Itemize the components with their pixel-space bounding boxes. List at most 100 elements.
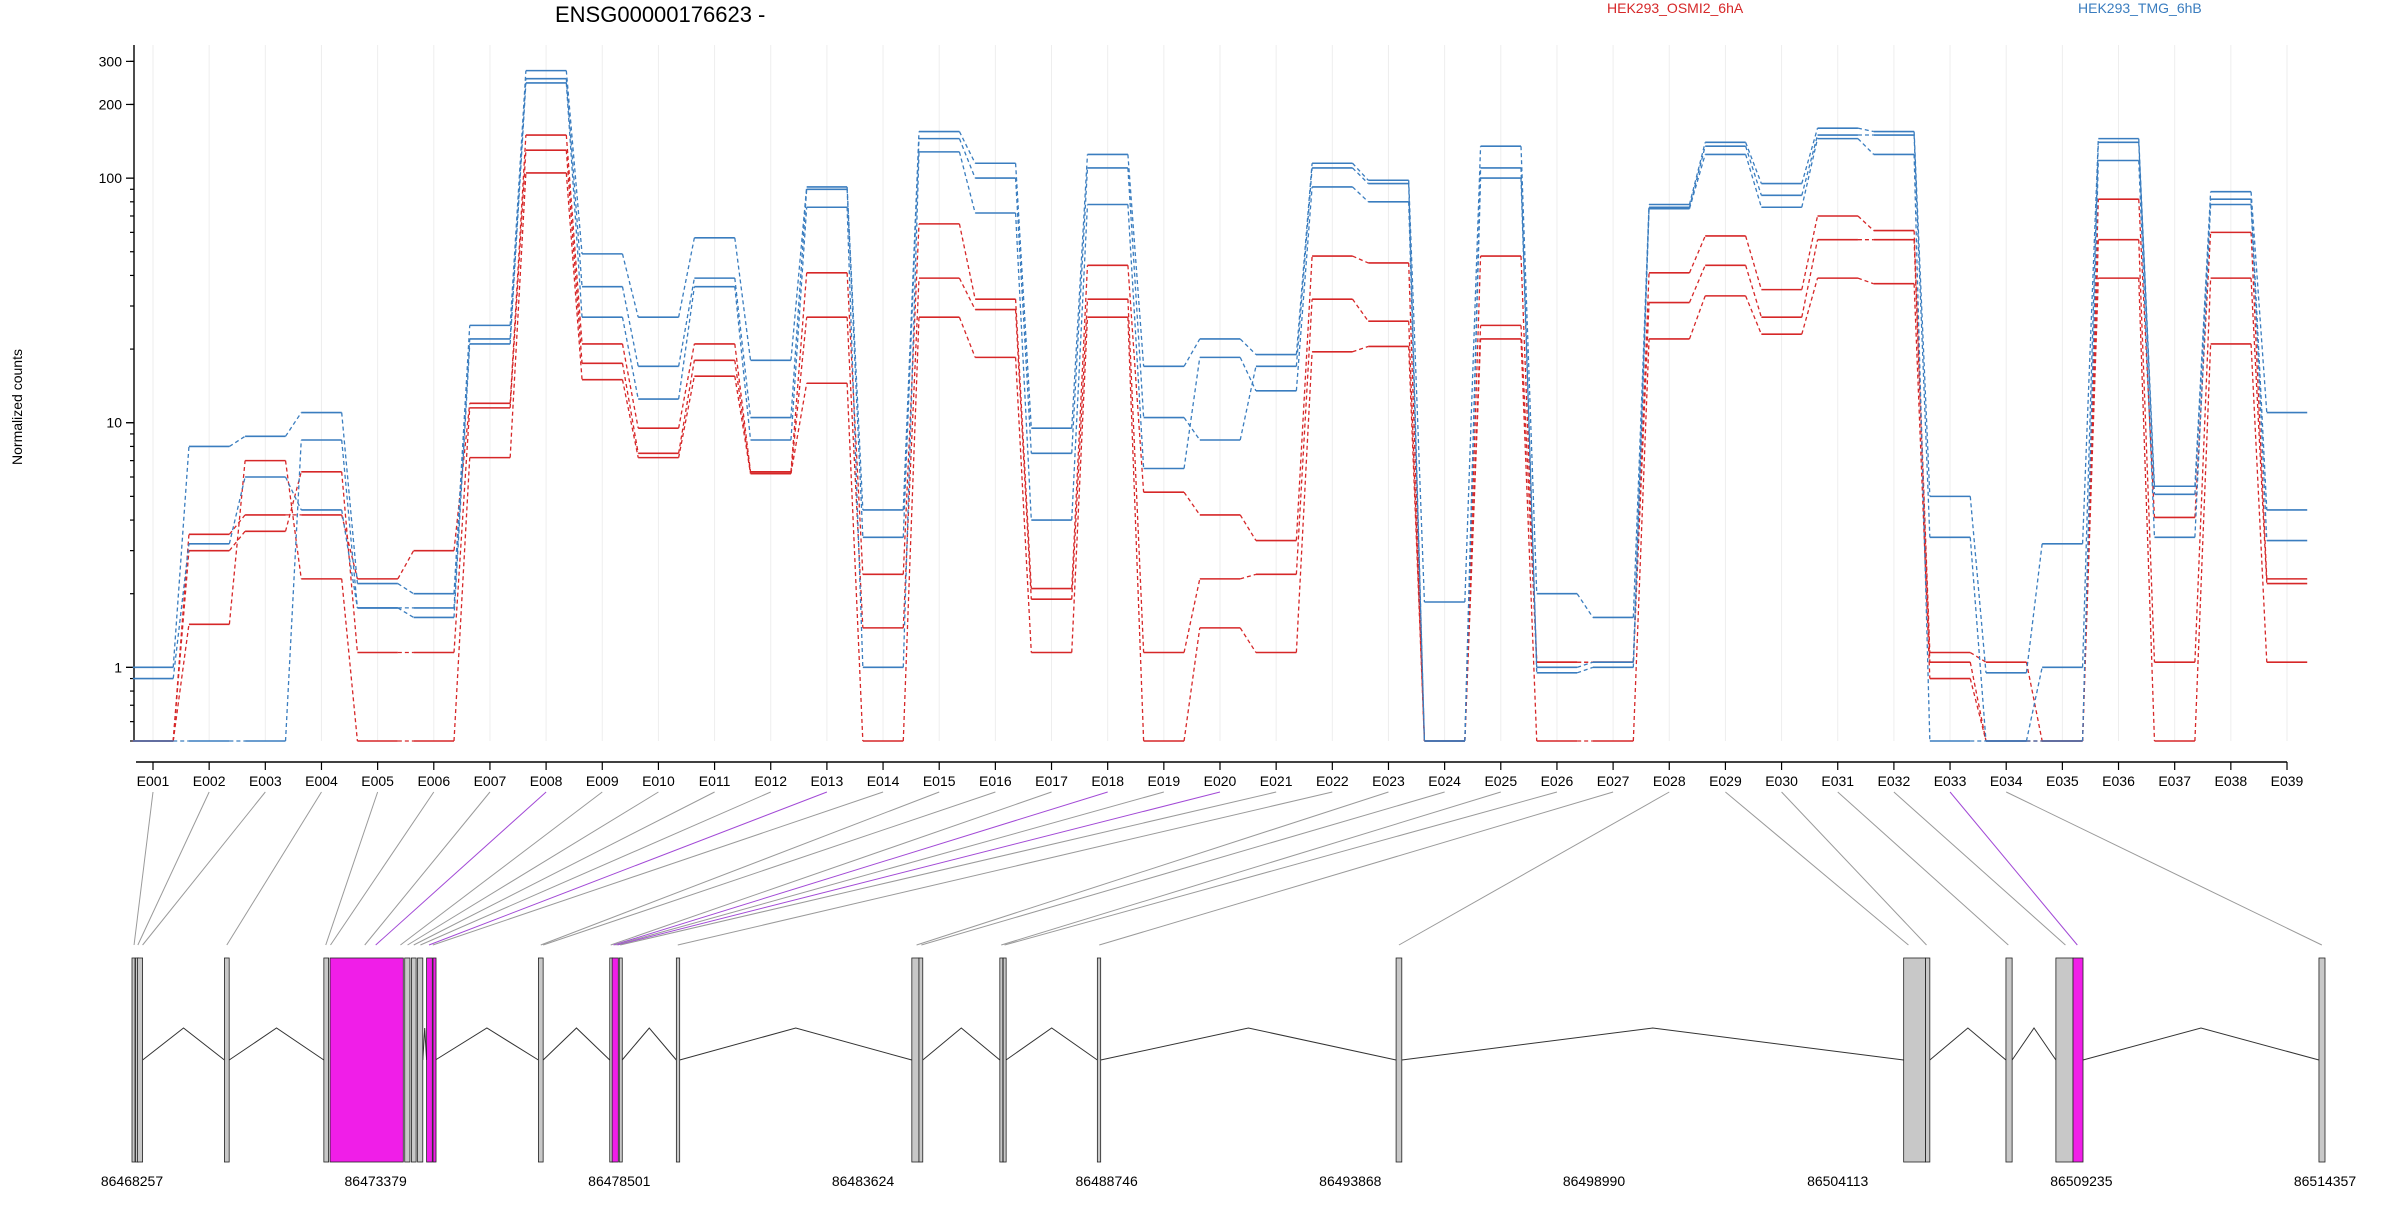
series-1-transition: [1745, 235, 1762, 290]
exon-block: [137, 957, 144, 1163]
series-3-transition: [1913, 283, 1931, 679]
series-1-transition: [1183, 491, 1201, 516]
series-1-transition: [2250, 232, 2268, 579]
series-1-transition: [453, 403, 471, 551]
y-tick-label: 1: [114, 659, 122, 675]
series-3-transition: [1464, 338, 1482, 742]
x-tick-label-e032: E032: [1878, 773, 1911, 789]
x-tick-label-e028: E028: [1653, 773, 1686, 789]
series-2-transition: [1127, 299, 1145, 653]
series-6-transition: [734, 286, 752, 441]
series-3-transition: [677, 376, 696, 458]
series-2-transition: [621, 363, 639, 454]
series-5-transition: [2025, 667, 2043, 742]
series-3-transition: [790, 383, 808, 474]
connector-line-e017: [610, 791, 1052, 946]
x-tick-label-e005: E005: [361, 773, 394, 789]
series-2-transition: [172, 550, 190, 742]
legend-entry-osmi2: HEK293_OSMI2_6hA: [1607, 0, 1744, 16]
exon-block: [410, 957, 417, 1163]
series-4: [132, 69, 2308, 674]
y-tick-label: 10: [106, 415, 122, 431]
series-3-transition: [172, 624, 190, 742]
series-5-transition: [2250, 199, 2268, 510]
series-3-transition: [509, 172, 527, 458]
series-1-transition: [1801, 215, 1819, 290]
series-2-transition: [1183, 578, 1201, 653]
coordinate-label: 86493868: [1319, 1173, 1382, 1189]
series-2-transition: [1745, 265, 1762, 318]
series-2-transition: [1014, 309, 1032, 600]
series-5-transition: [1352, 167, 1369, 185]
series-5-transition: [509, 78, 527, 339]
series-4-transition: [1745, 142, 1762, 184]
exon-block-highlighted: [329, 957, 404, 1163]
series-3-transition: [1127, 317, 1145, 742]
series-1-transition: [621, 343, 639, 429]
series-4-transition: [1688, 142, 1706, 205]
series-6: [132, 82, 2308, 742]
x-tick-label-e011: E011: [699, 773, 731, 789]
series-2-transition: [1352, 298, 1369, 322]
x-tick-label-e004: E004: [305, 773, 338, 789]
y-tick-label: 100: [99, 170, 123, 186]
series-2-transition: [509, 150, 527, 408]
series-6-transition: [453, 343, 471, 618]
x-tick-label-e018: E018: [1091, 773, 1124, 789]
series-4-transition: [172, 446, 190, 668]
series-3-transition: [958, 316, 976, 358]
series-1-transition: [958, 223, 976, 300]
exon-block: [323, 957, 330, 1163]
connector-line-e002: [137, 791, 210, 946]
exon-block: [918, 957, 924, 1163]
x-tick-label-e029: E029: [1709, 773, 1742, 789]
series-6-transition: [1745, 154, 1762, 208]
x-tick-label-e016: E016: [979, 773, 1012, 789]
series-6-transition: [902, 151, 920, 668]
series-1-transition: [846, 272, 864, 575]
series-1-transition: [1969, 651, 1987, 663]
connector-line-e028: [1398, 791, 1670, 946]
intron-line: [922, 1027, 1001, 1061]
series-6-transition: [284, 439, 302, 742]
series-4-transition: [1464, 146, 1482, 603]
series-1-transition: [677, 343, 696, 429]
series-layer: [132, 69, 2308, 742]
series-1-transition: [1071, 265, 1089, 589]
connector-line-e011: [413, 791, 715, 946]
x-tick-label-e001: E001: [137, 773, 170, 789]
series-5-transition: [2081, 142, 2099, 668]
x-tick-label-e026: E026: [1541, 773, 1574, 789]
connector-line-e027: [1099, 791, 1614, 946]
series-4-transition: [1857, 127, 1874, 133]
series-6-transition: [1071, 204, 1089, 521]
series-4-transition: [1969, 496, 1987, 673]
series-4-transition: [2250, 191, 2268, 413]
grid-layer: [152, 45, 2288, 741]
series-2-transition: [677, 360, 696, 454]
connector-line-e012: [420, 791, 771, 946]
x-tick-label-e024: E024: [1428, 773, 1461, 789]
series-6-transition: [397, 607, 414, 618]
coordinate-label: 86478501: [588, 1173, 651, 1189]
series-3-transition: [1688, 295, 1706, 340]
x-tick-label-e006: E006: [417, 773, 450, 789]
series-4-transition: [1352, 162, 1369, 181]
series-2-transition: [2081, 239, 2099, 742]
axis-layer: 1 10 100 200 300 E001 E002 E003 E004 E005 E006 E007…: [99, 45, 2304, 789]
connector-layer: [133, 791, 2323, 946]
series-4-transition: [341, 412, 359, 584]
series-2-transition: [565, 150, 583, 364]
series-1-transition: [1352, 255, 1369, 264]
series-2-transition: [1688, 265, 1706, 303]
series-6-transition: [1408, 201, 1426, 742]
series-4-transition: [1801, 127, 1819, 184]
exon-block-highlighted: [611, 957, 619, 1163]
exon-block: [618, 957, 623, 1163]
series-4-transition: [1014, 163, 1032, 429]
series-3-transition: [341, 578, 359, 742]
intron-line: [542, 1027, 611, 1061]
exon-block: [2005, 957, 2013, 1163]
series-4-transition: [1913, 131, 1931, 497]
series-3-transition: [1352, 345, 1369, 353]
